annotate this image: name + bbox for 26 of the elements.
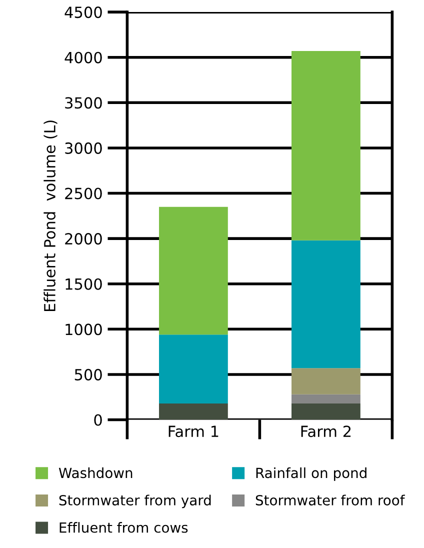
bar [292,394,360,404]
bar [292,51,360,240]
bar [159,206,228,335]
x-tick-label: Farm 1 [168,426,218,438]
legend-label: Stormwater from roof [256,494,406,506]
legend-label: Stormwater from yard [59,494,211,508]
y-tick-label: 4500 [64,6,102,18]
y-axis-title: Effluent Pond volume (L) [44,120,58,312]
y-tick-label: 500 [74,368,102,380]
x-tick-label: Farm 2 [301,426,351,438]
bar [159,403,228,420]
y-tick-label: 2000 [65,233,102,245]
bar [292,240,360,368]
bar [159,334,228,404]
y-tick-label: 2500 [65,188,102,200]
legend-label: Rainfall on pond [256,467,366,481]
bar [292,368,360,394]
y-tick-label: 0 [94,414,102,426]
legend-label: Washdown [58,467,132,478]
y-tick-label: 3000 [65,142,102,154]
bar [292,403,360,420]
y-tick-label: 1500 [66,278,102,290]
y-tick-label: 1000 [66,324,102,336]
legend-label: Effluent from cows [60,522,188,533]
y-tick-label: 3500 [65,97,102,109]
y-tick-label: 4000 [64,52,102,64]
